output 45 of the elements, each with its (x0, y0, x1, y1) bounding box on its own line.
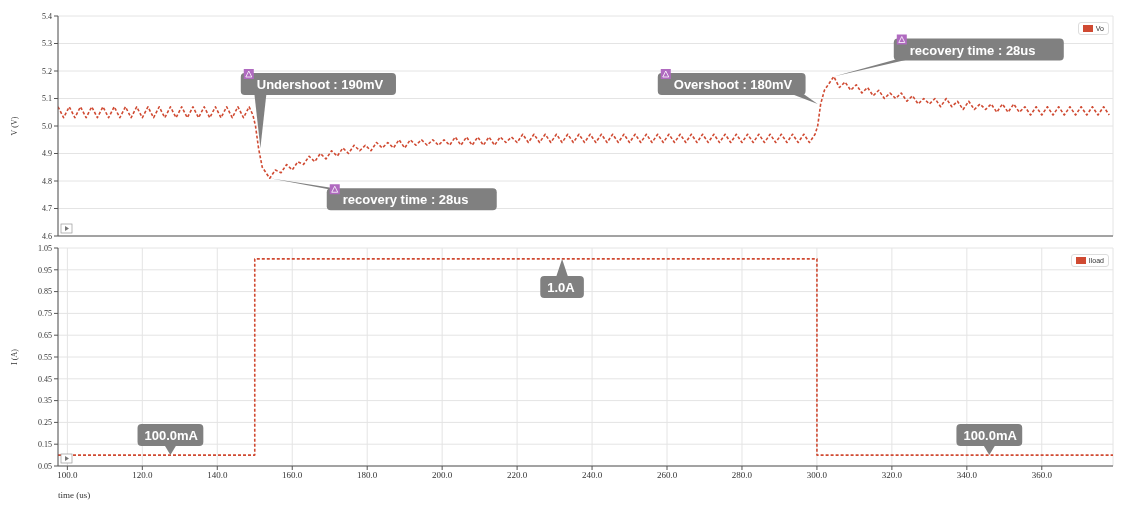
y-tick-label: 0.75 (38, 309, 52, 319)
x-tick-label: 140.0 (207, 470, 228, 481)
x-tick-label: 360.0 (1031, 470, 1053, 481)
annotation: 100.0mA (963, 428, 1018, 444)
y-tick-label: 0.45 (38, 374, 52, 384)
x-tick-label: 300.0 (806, 470, 828, 481)
x-tick-label: 340.0 (956, 470, 978, 481)
y-tick-label: 4.7 (42, 204, 52, 214)
annotation: 100.0mA (144, 428, 199, 444)
y-tick-label: 0.25 (38, 418, 52, 428)
x-tick-label: 280.0 (731, 470, 753, 481)
x-tick-label: 260.0 (656, 470, 678, 481)
y-tick-label: 5.3 (42, 39, 52, 49)
y-tick-label: 4.6 (42, 231, 52, 241)
x-tick-label: 240.0 (581, 470, 603, 481)
annotation: Undershoot : 190mV (256, 77, 384, 92)
y-tick-label: 0.85 (38, 287, 52, 297)
y-tick-label: 5.1 (42, 94, 52, 104)
x-tick-label: 100.0 (57, 470, 78, 481)
y-tick-label: 5.2 (42, 66, 52, 76)
y-axis-title: I (A) (9, 348, 19, 365)
y-tick-label: 0.95 (38, 265, 52, 275)
annotation: recovery time : 28us (909, 42, 1036, 58)
y-tick-label: 5.4 (42, 11, 52, 21)
y-tick-label: 0.05 (38, 461, 52, 471)
y-tick-label: 0.65 (38, 331, 52, 341)
y-tick-label: 4.9 (42, 149, 52, 159)
y-tick-label: 0.55 (38, 352, 52, 362)
x-tick-label: 160.0 (282, 470, 303, 481)
x-tick-label: 220.0 (506, 470, 528, 481)
y-tick-label: 5.0 (42, 121, 52, 131)
x-axis-title: time (us) (58, 490, 91, 500)
x-tick-label: 200.0 (432, 470, 453, 481)
annotation: Overshoot : 180mV (673, 77, 793, 92)
y-axis-title: V (V) (9, 116, 19, 136)
x-tick-label: 120.0 (132, 470, 153, 481)
annotation: 1.0A (547, 279, 576, 295)
x-tick-label: 180.0 (357, 470, 378, 481)
y-tick-label: 0.15 (38, 440, 52, 450)
y-tick-label: 4.8 (42, 176, 52, 186)
x-tick-label: 320.0 (881, 470, 903, 481)
annotation: recovery time : 28us (342, 192, 469, 208)
y-tick-label: 1.05 (38, 243, 52, 253)
line-series (58, 75, 1111, 180)
y-tick-label: 0.35 (38, 396, 52, 406)
